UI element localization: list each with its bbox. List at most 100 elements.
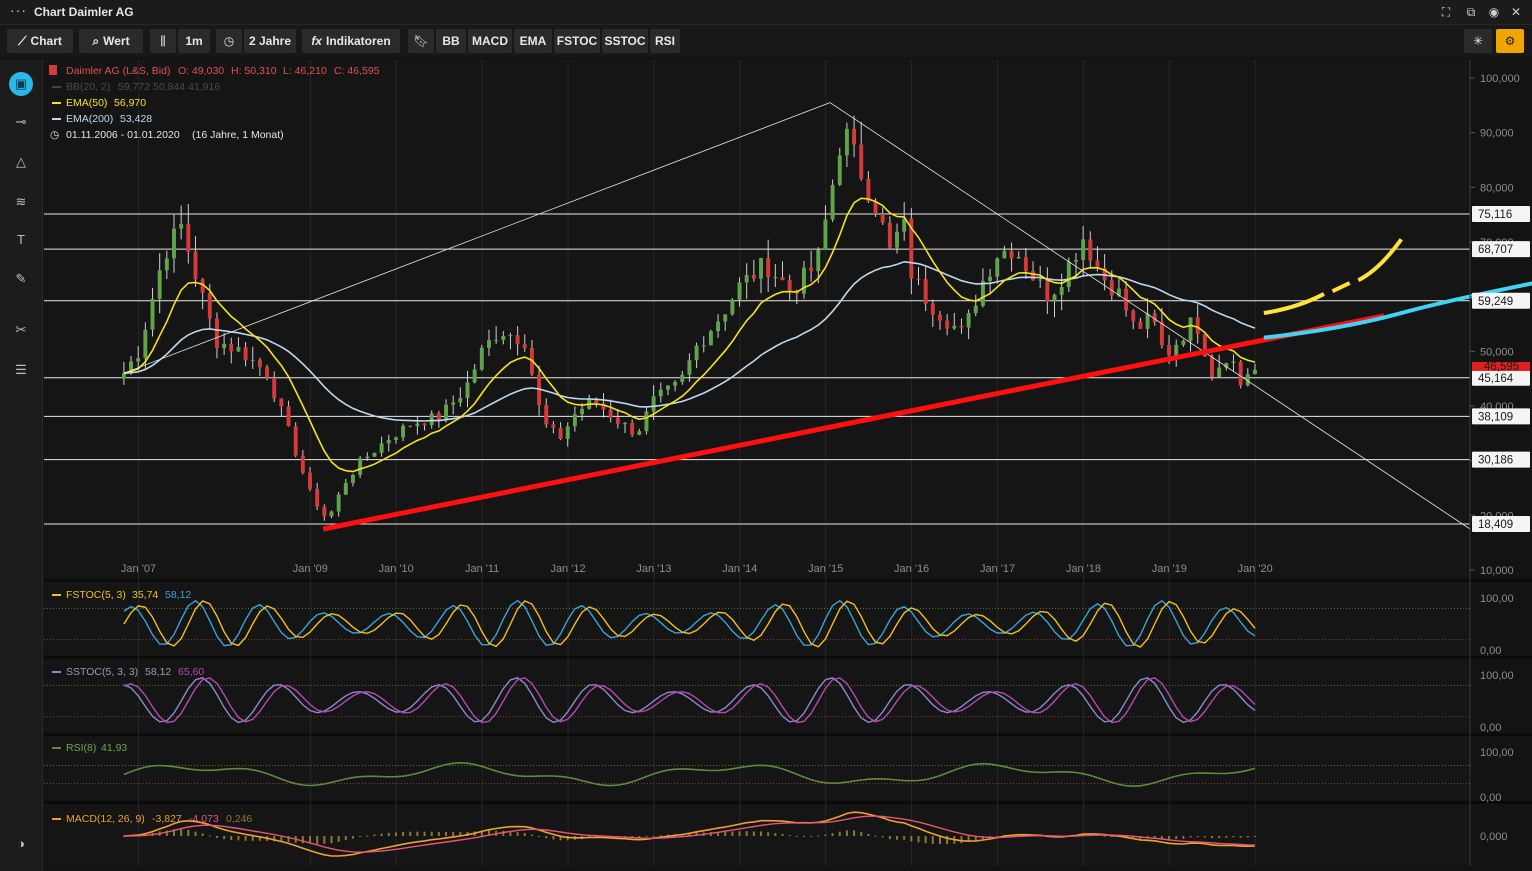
candle-body — [544, 405, 549, 425]
candle-body — [995, 258, 1000, 277]
bb-legend-swatch — [52, 86, 61, 88]
candle-body — [1095, 260, 1100, 269]
candle-body — [909, 218, 914, 279]
candle-body — [1045, 279, 1050, 302]
candle-body — [601, 403, 606, 410]
macd-histogram-bar — [173, 829, 176, 836]
panel-separator — [44, 801, 1532, 804]
macd-histogram-bar — [309, 836, 312, 844]
sstoc-d-value: 65,60 — [178, 666, 204, 678]
price-level-box — [1472, 516, 1530, 533]
interval-button[interactable]: 1m — [178, 29, 210, 53]
pencil-tool-icon[interactable]: ✎ — [15, 271, 27, 286]
macd-histogram-bar — [946, 836, 949, 845]
candle-body — [973, 305, 978, 314]
candle-legend-icon — [49, 65, 57, 75]
price-level-box — [1472, 369, 1530, 386]
candle-body — [773, 277, 778, 279]
x-tick-label: Jan '12 — [550, 563, 585, 575]
record-icon[interactable]: ◉ — [1488, 5, 1500, 19]
contrast-icon[interactable]: ◑ — [17, 836, 25, 851]
settings-button[interactable]: ⚙ — [1496, 29, 1524, 53]
popout-icon[interactable]: ⧉ — [1466, 5, 1476, 19]
more-dots-icon[interactable]: ··· — [10, 2, 27, 18]
candle-type-button[interactable]: ⫼ — [150, 29, 176, 53]
sparkle-button[interactable]: ✳ — [1464, 29, 1492, 53]
fibonacci-tool-icon[interactable]: ≋ — [15, 194, 27, 209]
candle-body — [687, 360, 692, 375]
indicator-rsi-button[interactable]: RSI — [650, 29, 680, 53]
sstoc-legend-swatch — [52, 671, 61, 673]
line-tool-icon[interactable]: ⊸ — [15, 114, 27, 129]
macd-histogram-bar — [659, 835, 662, 837]
price-level-label: 30,186 — [1478, 455, 1513, 467]
candle-body — [444, 404, 448, 421]
candle-body — [214, 318, 219, 349]
macd-histogram-bar — [1110, 836, 1113, 837]
maximize-icon[interactable]: ⛶ — [1441, 5, 1451, 19]
x-tick-label: Jan '20 — [1238, 563, 1273, 575]
fstoc-k-line — [123, 600, 1256, 648]
candle-body — [179, 223, 184, 229]
legend-ema200: EMA(200) — [66, 113, 113, 125]
chart-type-button[interactable]: ⟋ Chart — [7, 29, 73, 53]
clock-button[interactable]: ◷ — [216, 29, 242, 53]
projection-cyan — [1263, 281, 1532, 340]
macd-histogram-bar — [824, 834, 827, 836]
candle-body — [651, 396, 656, 412]
fstoc-legend-swatch — [52, 594, 61, 596]
candle-body — [945, 320, 950, 329]
scissors-icon[interactable]: ✂ — [15, 322, 27, 337]
indicator-bb-button[interactable]: BB — [436, 29, 466, 53]
indicator-fstoc-button[interactable]: FSTOC — [554, 29, 600, 53]
close-icon[interactable]: ✕ — [1510, 5, 1522, 19]
macd-histogram-bar — [330, 836, 333, 844]
candle-body — [623, 422, 627, 425]
candle-body — [916, 278, 921, 280]
candle-body — [1195, 317, 1200, 335]
indicators-button[interactable]: fx Indikatoren — [302, 29, 400, 53]
triangle-tool-icon[interactable]: △ — [16, 154, 26, 169]
candle-body — [615, 417, 620, 425]
indicator-macd-button[interactable]: MACD — [468, 29, 512, 53]
candle-body — [558, 427, 563, 439]
macd-histogram-bar — [301, 836, 304, 844]
macd-histogram-bar — [1175, 836, 1178, 840]
price-level-label: 38,109 — [1478, 411, 1513, 423]
sstoc-k-value: 58,12 — [145, 666, 171, 678]
macd-histogram-bar — [366, 835, 369, 837]
candle-body — [465, 382, 470, 399]
candle-body — [902, 218, 907, 232]
indicator-panel-bg — [44, 582, 1470, 656]
candle-body — [401, 425, 406, 438]
range-button[interactable]: 2 Jahre — [244, 29, 296, 53]
bookmark-button[interactable]: 🔖︎ — [408, 29, 434, 53]
indicator-ema-button[interactable]: EMA — [514, 29, 552, 53]
candle-body — [422, 423, 427, 426]
candle-body — [436, 413, 441, 421]
projection-yellow-1 — [1263, 292, 1325, 316]
candle-body — [1210, 356, 1214, 378]
macd-histogram-bar — [745, 831, 748, 836]
candle-body — [730, 299, 735, 315]
list-icon[interactable]: ☰ — [15, 362, 27, 377]
candle-body — [744, 274, 749, 283]
indicator-sstoc-button[interactable]: SSTOC — [602, 29, 648, 53]
macd-histogram-bar — [530, 834, 533, 836]
candle-body — [1031, 271, 1036, 281]
text-tool-icon[interactable]: T — [17, 232, 25, 247]
candle-body — [866, 178, 871, 202]
sstoc-legend: SSTOC(5, 3, 3) 58,12 65,60 — [52, 666, 204, 678]
candle-body — [952, 325, 957, 329]
chart-view-icon[interactable]: ▣ — [9, 72, 33, 96]
macd-histogram-bar — [1253, 836, 1256, 837]
price-level-box — [1472, 292, 1530, 309]
candle-body — [250, 359, 255, 361]
x-tick-label: Jan '10 — [379, 563, 414, 575]
candle-body — [358, 458, 363, 475]
price-level-label: 75,116 — [1478, 209, 1512, 221]
wert-button[interactable]: ⌕ Wert — [79, 29, 143, 53]
candle-body — [580, 408, 585, 415]
down-trendline — [123, 102, 831, 374]
